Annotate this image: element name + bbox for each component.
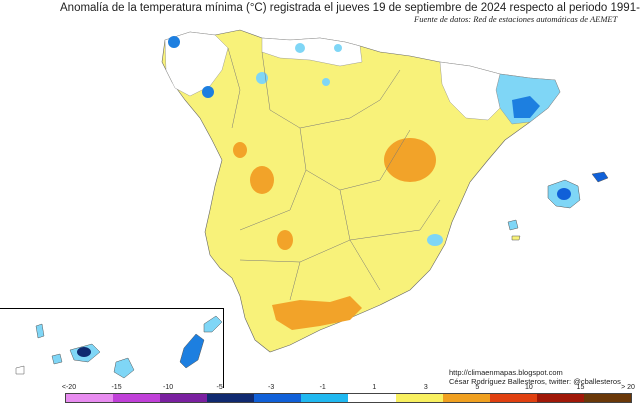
credit-author: César Rodríguez Ballesteros, twitter: @c… [449, 377, 621, 386]
mallorca-cold-core [557, 188, 571, 200]
legend-tick-label: 10 [525, 384, 533, 391]
legend-tick-label: -3 [268, 384, 275, 391]
gran-canaria [113, 357, 135, 379]
la-gomera [51, 353, 63, 365]
legend-swatch [207, 394, 255, 402]
fuerteventura [179, 333, 205, 369]
legend-swatch [536, 394, 584, 402]
el-hierro [15, 365, 25, 375]
ibiza [507, 219, 519, 231]
legend-swatch [489, 394, 537, 402]
legend-swatch [113, 394, 161, 402]
legend-tick-label: -10 [163, 384, 174, 391]
warm-core-castile [250, 166, 274, 194]
tenerife-cold-core [77, 347, 91, 357]
legend-tick-label: 1 [372, 384, 377, 391]
menorca [591, 171, 609, 183]
legend-swatch [160, 394, 208, 402]
legend-tick-label: -5 [216, 384, 223, 391]
color-legend [65, 393, 632, 403]
legend-tick-label: -15 [111, 384, 122, 391]
region-catalonia-cold [512, 96, 540, 118]
cool-patch-valencia [427, 234, 443, 246]
regional-borders [227, 47, 441, 301]
legend-tick-label: 15 [576, 384, 585, 391]
warm-core-west [233, 142, 247, 158]
legend-tick-label: -1 [319, 384, 326, 391]
legend-swatch [254, 394, 302, 402]
la-palma [35, 323, 45, 339]
legend-tick-label: <-20 [61, 384, 77, 391]
region-aragon [439, 61, 501, 121]
region-galicia [164, 31, 229, 97]
cool-spot [322, 78, 330, 86]
cool-spot [168, 36, 180, 48]
legend-tick-label: 3 [423, 384, 428, 391]
formentera [511, 235, 521, 241]
lanzarote [203, 315, 223, 333]
cool-spot [295, 43, 305, 53]
warm-core-andalusia [272, 296, 362, 330]
credit-url: http://climaenmapas.blogspot.com [449, 368, 563, 377]
map-title: Anomalía de la temperatura mínima (°C) r… [60, 2, 640, 14]
data-source-note: Fuente de datos: Red de estaciones autom… [414, 14, 618, 24]
legend-swatch [583, 394, 631, 402]
legend-swatch [301, 394, 349, 402]
cool-spot [334, 44, 342, 52]
warm-core-cordoba [277, 230, 293, 250]
legend-tick-label: > 20 [621, 384, 635, 391]
legend-swatch [66, 394, 114, 402]
legend-swatch [348, 394, 396, 402]
warm-core-iberian-range [384, 138, 436, 182]
legend-swatch [395, 394, 443, 402]
legend-swatch [442, 394, 490, 402]
legend-tick-label: 5 [475, 384, 480, 391]
cool-spot [202, 86, 214, 98]
canary-islands-inset-frame [0, 308, 224, 388]
